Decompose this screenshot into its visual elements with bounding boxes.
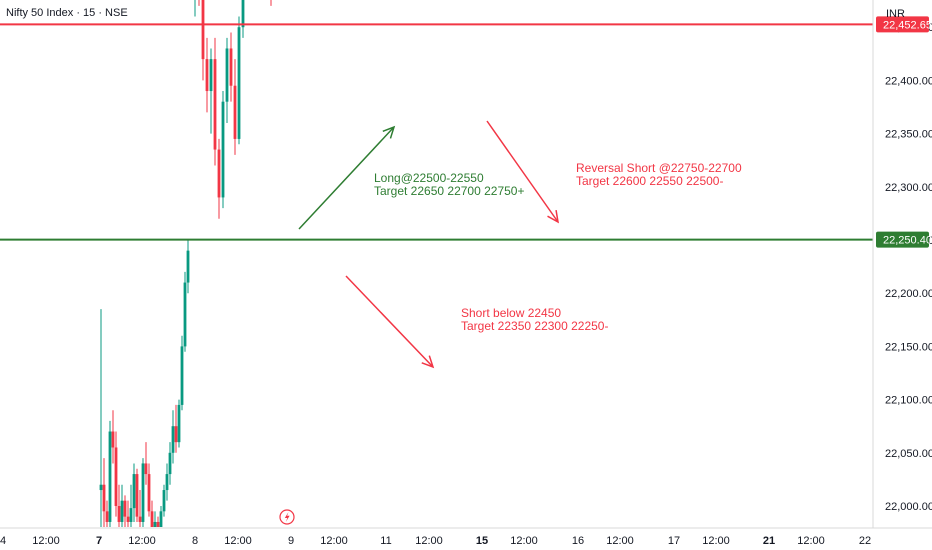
annotation-text: Reversal Short @22750-22700 <box>576 161 742 175</box>
candle-body <box>205 59 209 92</box>
reversal-arrow <box>486 120 559 224</box>
y-tick-label: 22,050.00 <box>885 448 932 460</box>
short-arrow-head <box>421 355 435 369</box>
x-tick-label: 12:00 <box>702 535 730 547</box>
candle-body <box>229 48 233 86</box>
y-tick-label: 22,400.00 <box>885 75 932 87</box>
y-tick-label: 22,100.00 <box>885 395 932 407</box>
candle-body <box>123 500 127 517</box>
x-tick-label: 12:00 <box>32 535 60 547</box>
candle-body <box>180 346 184 405</box>
candle-body <box>177 404 181 443</box>
candle-body <box>132 474 136 509</box>
horizontal-levels[interactable] <box>0 0 873 241</box>
x-tick-label: 12:00 <box>797 535 825 547</box>
candle-body <box>129 508 133 522</box>
long-arrow-head <box>382 125 396 139</box>
level-badge-label: 22,250.40 <box>883 235 932 247</box>
candle-body <box>209 59 213 92</box>
symbol-title[interactable]: Nifty 50 Index · 15 · NSE <box>6 7 128 19</box>
candle-body <box>237 27 241 139</box>
candle-body <box>120 500 124 522</box>
y-tick-label: 22,200.00 <box>885 288 932 300</box>
long-arrow <box>298 125 396 230</box>
short-arrow <box>345 275 435 369</box>
candle-body <box>241 0 245 28</box>
x-tick-label: 17 <box>668 535 680 547</box>
candle-body <box>114 447 118 506</box>
candle-body <box>138 516 142 522</box>
annotation-text: Short below 22450 <box>461 306 561 320</box>
candle-body <box>201 0 205 60</box>
y-tick-label: 22,300.00 <box>885 182 932 194</box>
candle-body <box>141 463 145 522</box>
x-tick-label: 12:00 <box>415 535 443 547</box>
candle-body <box>225 48 229 102</box>
candle-body <box>135 474 139 517</box>
candle-body <box>117 506 121 522</box>
candle-body <box>217 149 221 198</box>
short-arrow-shaft <box>345 275 434 368</box>
candle-body <box>108 431 112 522</box>
x-tick-label: 9 <box>288 535 294 547</box>
candle-body <box>213 59 217 150</box>
candle-body <box>174 426 178 443</box>
candle-body <box>126 516 130 522</box>
arrows <box>298 120 559 369</box>
candle-body <box>165 474 169 491</box>
candle-body <box>153 521 157 527</box>
candle-body <box>150 511 154 527</box>
x-tick-label: 12:00 <box>224 535 252 547</box>
y-tick-label: 22,150.00 <box>885 341 932 353</box>
x-tick-label: 4 <box>0 535 6 547</box>
x-tick-label: 16 <box>572 535 584 547</box>
candle-body <box>111 431 115 448</box>
annotation-text: Target 22650 22700 22750+ <box>374 184 524 198</box>
annotation-text: Long@22500-22550 <box>374 171 484 185</box>
annotation-text: Target 22350 22300 22250- <box>461 319 608 333</box>
candle-body <box>156 521 160 527</box>
level-badge <box>876 16 929 33</box>
level-badge-label: 22,452.65 <box>883 19 932 31</box>
candle-body <box>147 474 151 512</box>
level-badge <box>876 231 929 248</box>
x-tick-label: 12:00 <box>128 535 156 547</box>
reversal-arrow-head <box>547 210 559 224</box>
y-tick-label: 22,350.00 <box>885 129 932 141</box>
price-axis[interactable]: 22,000.00 22,050.00 22,100.00 22,150.00 22,2… <box>885 0 932 513</box>
x-tick-label: 8 <box>192 535 198 547</box>
candles <box>99 0 272 527</box>
price-badges: 22,750.2522,501.9522,452.6522,250.4022,5… <box>876 16 932 248</box>
candle-body <box>186 250 190 283</box>
candle-body <box>171 426 175 453</box>
candle-body <box>159 511 163 527</box>
candle-body <box>233 85 237 139</box>
x-tick-label: 15 <box>476 535 488 547</box>
candle-body <box>105 511 109 522</box>
annotation-text: Target 22600 22550 22500- <box>576 174 723 188</box>
x-tick-label: 12:00 <box>606 535 634 547</box>
x-tick-label: 21 <box>763 535 775 547</box>
reversal-arrow-shaft <box>486 120 559 223</box>
candle-body <box>183 282 187 347</box>
y-tick-label: 22,000.00 <box>885 501 932 513</box>
lightning-icon[interactable] <box>279 509 295 525</box>
x-tick-label: 7 <box>96 535 102 547</box>
x-tick-label: 22 <box>859 535 871 547</box>
candle-body <box>102 484 106 512</box>
price-axis-bg[interactable] <box>873 0 932 550</box>
candle-body <box>221 101 225 198</box>
candle-body <box>144 463 148 475</box>
candle-body <box>162 490 166 512</box>
currency-label[interactable]: INR <box>886 8 905 20</box>
candle-body <box>99 484 103 491</box>
long-arrow-shaft <box>298 126 395 230</box>
x-tick-label: 12:00 <box>320 535 348 547</box>
time-axis[interactable]: 4 12:00 7 12:00 8 12:00 9 12:00 11 12:00 15 12:00 16… <box>0 535 871 547</box>
candle-body <box>168 452 172 475</box>
x-tick-label: 11 <box>380 535 391 547</box>
x-tick-label: 12:00 <box>510 535 538 547</box>
